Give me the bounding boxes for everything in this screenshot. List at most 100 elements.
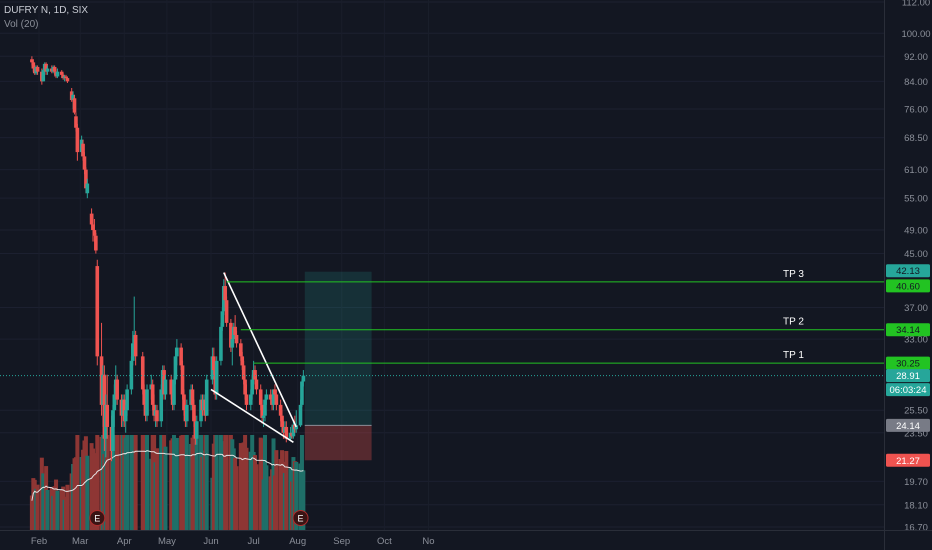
falling-wedge[interactable]	[210, 272, 297, 443]
candle[interactable]	[85, 178, 90, 199]
candle-body	[85, 183, 90, 194]
candle[interactable]	[294, 410, 299, 433]
candle-body	[31, 62, 36, 69]
earnings-icon	[292, 510, 309, 526]
candle[interactable]	[301, 370, 306, 387]
profit-zone	[304, 271, 372, 426]
price-tag-text: 21.27	[896, 456, 920, 467]
candle-body	[214, 360, 219, 395]
volume-bar	[45, 489, 50, 530]
candle[interactable]	[155, 404, 159, 427]
volume-pane	[29, 435, 306, 530]
candle[interactable]	[224, 296, 229, 327]
price-tag-tp: 40.60	[886, 279, 930, 293]
price-tag-bg	[886, 356, 930, 370]
price-axis[interactable]: 112.00 100.00 92.00 84.00 76.00 68.50 61.00 55.…	[901, 0, 930, 534]
candle-body	[301, 375, 306, 382]
candle[interactable]	[264, 389, 269, 405]
candle[interactable]	[95, 259, 100, 366]
candle[interactable]	[180, 360, 185, 400]
volume-ma-line	[31, 450, 304, 501]
candle[interactable]	[194, 415, 199, 445]
candle-body	[75, 127, 80, 153]
candle[interactable]	[140, 351, 145, 395]
candle[interactable]	[204, 374, 209, 416]
candle[interactable]	[115, 374, 119, 405]
candle-body	[123, 410, 128, 422]
price-tag-text: 30.25	[896, 359, 920, 370]
candle-body	[159, 389, 164, 422]
candle[interactable]	[163, 374, 168, 400]
candle[interactable]	[55, 68, 60, 79]
candle[interactable]	[230, 334, 235, 366]
candle[interactable]	[291, 421, 296, 439]
long-position-tool[interactable]	[304, 271, 372, 461]
volume-bar	[204, 435, 209, 530]
candle[interactable]	[159, 384, 164, 427]
candle[interactable]	[284, 421, 289, 443]
tp-label: TP 1	[783, 350, 804, 361]
candle[interactable]	[75, 123, 80, 161]
volume-label[interactable]: Vol (20)	[4, 19, 39, 30]
candle[interactable]	[129, 356, 134, 395]
candle[interactable]	[94, 232, 98, 254]
candle[interactable]	[35, 65, 40, 75]
volume-bar	[35, 484, 40, 530]
earnings-marker[interactable]: E	[89, 510, 106, 526]
volume-bar	[214, 435, 219, 530]
candle-body	[72, 98, 77, 113]
candle-body	[273, 389, 277, 395]
candle-body	[212, 356, 216, 371]
candles	[30, 56, 306, 462]
symbol-label[interactable]: DUFRY N, 1D, SIX	[4, 5, 89, 16]
candle[interactable]	[300, 379, 304, 408]
candle-body	[84, 169, 88, 189]
price-tag-stop: 21.27	[886, 453, 930, 467]
y-tick-label: 49.00	[904, 226, 928, 237]
y-tick-label: 55.00	[904, 194, 928, 205]
candle-body	[248, 394, 253, 405]
candle-body	[41, 70, 46, 82]
y-tick-label: 16.70	[904, 523, 928, 534]
y-tick-label: 37.00	[904, 303, 928, 314]
take-profit-levels[interactable]: TP 3 TP 2 TP 1	[226, 269, 884, 364]
candle-body	[82, 156, 87, 170]
candle-body	[89, 213, 94, 225]
candle[interactable]	[185, 399, 189, 427]
candle[interactable]	[111, 404, 115, 458]
candle[interactable]	[91, 213, 95, 242]
candle[interactable]	[234, 330, 239, 348]
candle-body	[230, 339, 235, 348]
volume-bar	[133, 435, 138, 530]
candle[interactable]	[145, 384, 149, 422]
volume-bar	[274, 450, 279, 530]
wedge-upper-line[interactable]	[223, 272, 297, 428]
candle[interactable]	[254, 374, 259, 395]
candle[interactable]	[45, 65, 50, 75]
time-axis[interactable]: Feb Mar Apr May Jun Jul Aug Sep Oct No	[31, 536, 435, 547]
candle[interactable]	[41, 68, 46, 82]
volume-bar	[284, 451, 289, 530]
candle[interactable]	[219, 322, 223, 366]
volume-bar	[145, 435, 150, 530]
candle[interactable]	[220, 307, 225, 331]
candle[interactable]	[65, 76, 70, 84]
candle[interactable]	[133, 330, 138, 366]
candle[interactable]	[105, 374, 110, 439]
candle[interactable]	[175, 339, 179, 366]
candle-body	[194, 421, 199, 439]
wedge-lower-line[interactable]	[210, 388, 294, 443]
candle-body	[243, 379, 247, 395]
candle[interactable]	[125, 384, 129, 416]
candle[interactable]	[172, 374, 176, 411]
candle-body	[30, 59, 34, 63]
earnings-marker[interactable]: E	[292, 510, 309, 526]
x-tick-label: Jul	[248, 536, 260, 547]
candle[interactable]	[244, 384, 249, 411]
candle[interactable]	[72, 94, 77, 115]
candle[interactable]	[274, 389, 279, 411]
candle[interactable]	[260, 399, 264, 424]
y-tick-label: 92.00	[904, 52, 928, 63]
